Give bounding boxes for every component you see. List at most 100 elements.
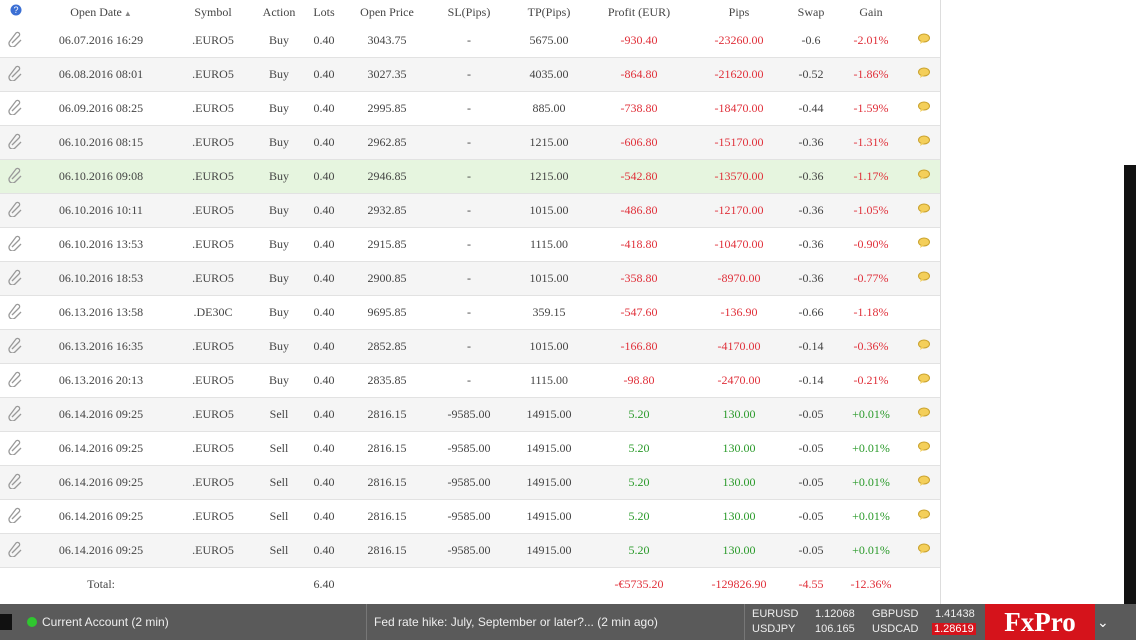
cell: 1015.00 xyxy=(510,329,588,364)
column-header[interactable]: Pips xyxy=(728,4,750,19)
cell: 3027.35 xyxy=(346,57,428,92)
attach-icon[interactable] xyxy=(0,24,32,58)
help-icon[interactable]: ? xyxy=(0,0,32,24)
cell: -0.05 xyxy=(788,499,834,534)
cell: - xyxy=(428,261,510,296)
comment-icon[interactable] xyxy=(908,295,940,330)
cell: -418.80 xyxy=(588,227,690,262)
column-header[interactable]: Swap xyxy=(797,4,825,19)
quote-symbol: USDCAD xyxy=(872,623,919,635)
cell: 359.15 xyxy=(510,295,588,330)
comment-icon[interactable] xyxy=(908,227,940,262)
column-header[interactable]: Open Date ▲ xyxy=(70,4,132,19)
cell: -0.14 xyxy=(788,329,834,364)
side-strip xyxy=(1124,165,1136,605)
trade-row[interactable]: 06.08.2016 08:01 .EURO5 Buy 0.40 3027.35-403… xyxy=(0,57,940,92)
attach-icon[interactable] xyxy=(0,159,32,194)
cell: +0.01% xyxy=(834,499,908,534)
comment-icon[interactable] xyxy=(908,499,940,534)
trade-row[interactable]: 06.10.2016 10:11 .EURO5 Buy 0.40 2932.85-101… xyxy=(0,193,940,228)
trade-row[interactable]: 06.07.2016 16:29 .EURO5 Buy 0.40 3043.75-567… xyxy=(0,24,940,58)
account[interactable]: Current Account (2 min) xyxy=(42,615,169,629)
comment-icon[interactable] xyxy=(908,533,940,568)
cell: 0.40 xyxy=(302,227,346,262)
trade-row[interactable]: 06.09.2016 08:25 .EURO5 Buy 0.40 2995.85-885… xyxy=(0,91,940,126)
column-header[interactable]: Gain xyxy=(859,4,883,19)
comment-icon[interactable] xyxy=(908,57,940,92)
column-header[interactable]: SL(Pips) xyxy=(447,4,491,19)
cell: -864.80 xyxy=(588,57,690,92)
comment-icon[interactable] xyxy=(908,431,940,466)
cell: -2.01% xyxy=(834,24,908,58)
attach-icon[interactable] xyxy=(0,227,32,262)
trade-row[interactable]: 06.14.2016 09:25 .EURO5 Sell 0.40 2816.15 -95… xyxy=(0,397,940,432)
comment-icon[interactable] xyxy=(908,193,940,228)
attach-icon[interactable] xyxy=(0,363,32,398)
cell: 06.08.2016 08:01 xyxy=(32,57,170,92)
cell: 2932.85 xyxy=(346,193,428,228)
cell: 5.20 xyxy=(588,465,690,500)
trade-row[interactable]: 06.14.2016 09:25 .EURO5 Sell 0.40 2816.15 -95… xyxy=(0,465,940,500)
comment-icon[interactable] xyxy=(908,329,940,364)
status-dot xyxy=(27,617,37,627)
cell: Buy xyxy=(256,91,302,126)
comment-icon[interactable] xyxy=(908,397,940,432)
cell: -9585.00 xyxy=(428,499,510,534)
comment-icon[interactable] xyxy=(908,24,940,58)
column-header[interactable]: Symbol xyxy=(194,4,232,19)
trade-row[interactable]: 06.10.2016 08:15 .EURO5 Buy 0.40 2962.85-121… xyxy=(0,125,940,160)
attach-icon[interactable] xyxy=(0,193,32,228)
logo[interactable]: FxPro xyxy=(985,604,1095,640)
column-header[interactable]: Action xyxy=(262,4,296,19)
attach-icon[interactable] xyxy=(0,125,32,160)
trade-row[interactable]: 06.10.2016 09:08 .EURO5 Buy 0.40 2946.85-121… xyxy=(0,159,940,194)
trade-row[interactable]: 06.14.2016 09:25 .EURO5 Sell 0.40 2816.15 -95… xyxy=(0,533,940,568)
attach-icon[interactable] xyxy=(0,499,32,534)
attach-icon[interactable] xyxy=(0,295,32,330)
column-header[interactable]: TP(Pips) xyxy=(527,4,571,19)
cell: .EURO5 xyxy=(170,499,256,534)
comment-icon[interactable] xyxy=(908,465,940,500)
cell: -358.80 xyxy=(588,261,690,296)
trade-row[interactable]: 06.13.2016 16:35 .EURO5 Buy 0.40 2852.85-101… xyxy=(0,329,940,364)
cell: .EURO5 xyxy=(170,397,256,432)
attach-icon[interactable] xyxy=(0,465,32,500)
attach-icon[interactable] xyxy=(0,533,32,568)
cell: 0.40 xyxy=(302,431,346,466)
cell: 0.40 xyxy=(302,499,346,534)
chevron[interactable]: ⌄ xyxy=(1097,614,1109,630)
cell: .EURO5 xyxy=(170,363,256,398)
column-header[interactable]: Profit (EUR) xyxy=(607,4,671,19)
cell: 2995.85 xyxy=(346,91,428,126)
attach-icon[interactable] xyxy=(0,329,32,364)
column-header[interactable]: Lots xyxy=(313,4,335,19)
header-spacer xyxy=(908,0,940,24)
trade-row[interactable]: 06.14.2016 09:25 .EURO5 Sell 0.40 2816.15 -95… xyxy=(0,431,940,466)
attach-icon[interactable] xyxy=(0,261,32,296)
column-header[interactable]: Open Price xyxy=(360,4,414,19)
cell: .DE30C xyxy=(170,295,256,330)
attach-icon[interactable] xyxy=(0,91,32,126)
attach-icon[interactable] xyxy=(0,431,32,466)
cell: - xyxy=(428,57,510,92)
comment-icon[interactable] xyxy=(908,91,940,126)
quote-symbol: EURUSD xyxy=(752,608,799,620)
trade-row[interactable]: 06.13.2016 20:13 .EURO5 Buy 0.40 2835.85-111… xyxy=(0,363,940,398)
attach-icon[interactable] xyxy=(0,397,32,432)
cell: -0.90% xyxy=(834,227,908,262)
comment-icon[interactable] xyxy=(908,363,940,398)
news[interactable]: Fed rate hike: July, September or later?… xyxy=(374,615,658,629)
cell: 06.14.2016 09:25 xyxy=(32,397,170,432)
cell: 0.40 xyxy=(302,397,346,432)
trade-row[interactable]: 06.10.2016 13:53 .EURO5 Buy 0.40 2915.85-111… xyxy=(0,227,940,262)
quote-price: 106.165 xyxy=(815,623,855,635)
cell: 2946.85 xyxy=(346,159,428,194)
trade-row[interactable]: 06.14.2016 09:25 .EURO5 Sell 0.40 2816.15 -95… xyxy=(0,499,940,534)
attach-icon[interactable] xyxy=(0,57,32,92)
comment-icon[interactable] xyxy=(908,125,940,160)
trade-row[interactable]: 06.10.2016 18:53 .EURO5 Buy 0.40 2900.85-101… xyxy=(0,261,940,296)
trade-row[interactable]: 06.13.2016 13:58 .DE30C Buy 0.40 9695.85-359… xyxy=(0,295,940,330)
cell: 2962.85 xyxy=(346,125,428,160)
comment-icon[interactable] xyxy=(908,159,940,194)
comment-icon[interactable] xyxy=(908,261,940,296)
